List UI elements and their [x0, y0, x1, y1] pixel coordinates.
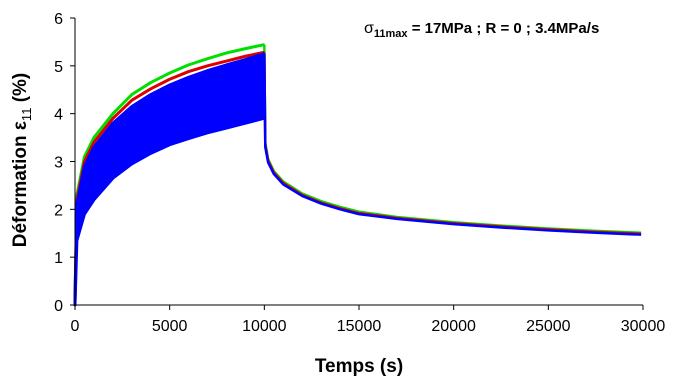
- y-tick-label: 1: [54, 250, 63, 267]
- y-tick-label: 0: [54, 298, 63, 315]
- chart-annotation: σ11max = 17MPa ; R = 0 ; 3.4MPa/s: [364, 20, 599, 40]
- x-tick-label: 5000: [152, 318, 188, 335]
- y-axis-title: Déformation ε11 (%): [10, 73, 34, 248]
- series-layer: [73, 43, 642, 307]
- ticks: 0 1 2 3 4 5 6 0 5000 10000 15000 20000 25000 30000: [54, 11, 665, 335]
- x-tick-label: 0: [71, 318, 80, 335]
- series-3-loading-band: [73, 52, 265, 307]
- y-tick-label: 5: [54, 59, 63, 76]
- x-axis-title: Temps (s): [315, 356, 403, 377]
- series-2-recovery-line: [263, 52, 642, 235]
- y-tick-label: 4: [54, 107, 63, 124]
- x-tick-label: 20000: [431, 318, 476, 335]
- x-tick-label: 15000: [337, 318, 382, 335]
- series-3: [73, 52, 642, 307]
- x-tick-label: 25000: [526, 318, 571, 335]
- series-3-recovery-line: [263, 53, 642, 236]
- x-tick-label: 10000: [242, 318, 287, 335]
- y-tick-label: 2: [54, 202, 63, 219]
- y-tick-label: 6: [54, 11, 63, 28]
- axes: [74, 18, 643, 306]
- x-tick-label: 30000: [621, 318, 666, 335]
- y-tick-label: 3: [54, 155, 63, 172]
- series-1-loading-band: [73, 43, 265, 302]
